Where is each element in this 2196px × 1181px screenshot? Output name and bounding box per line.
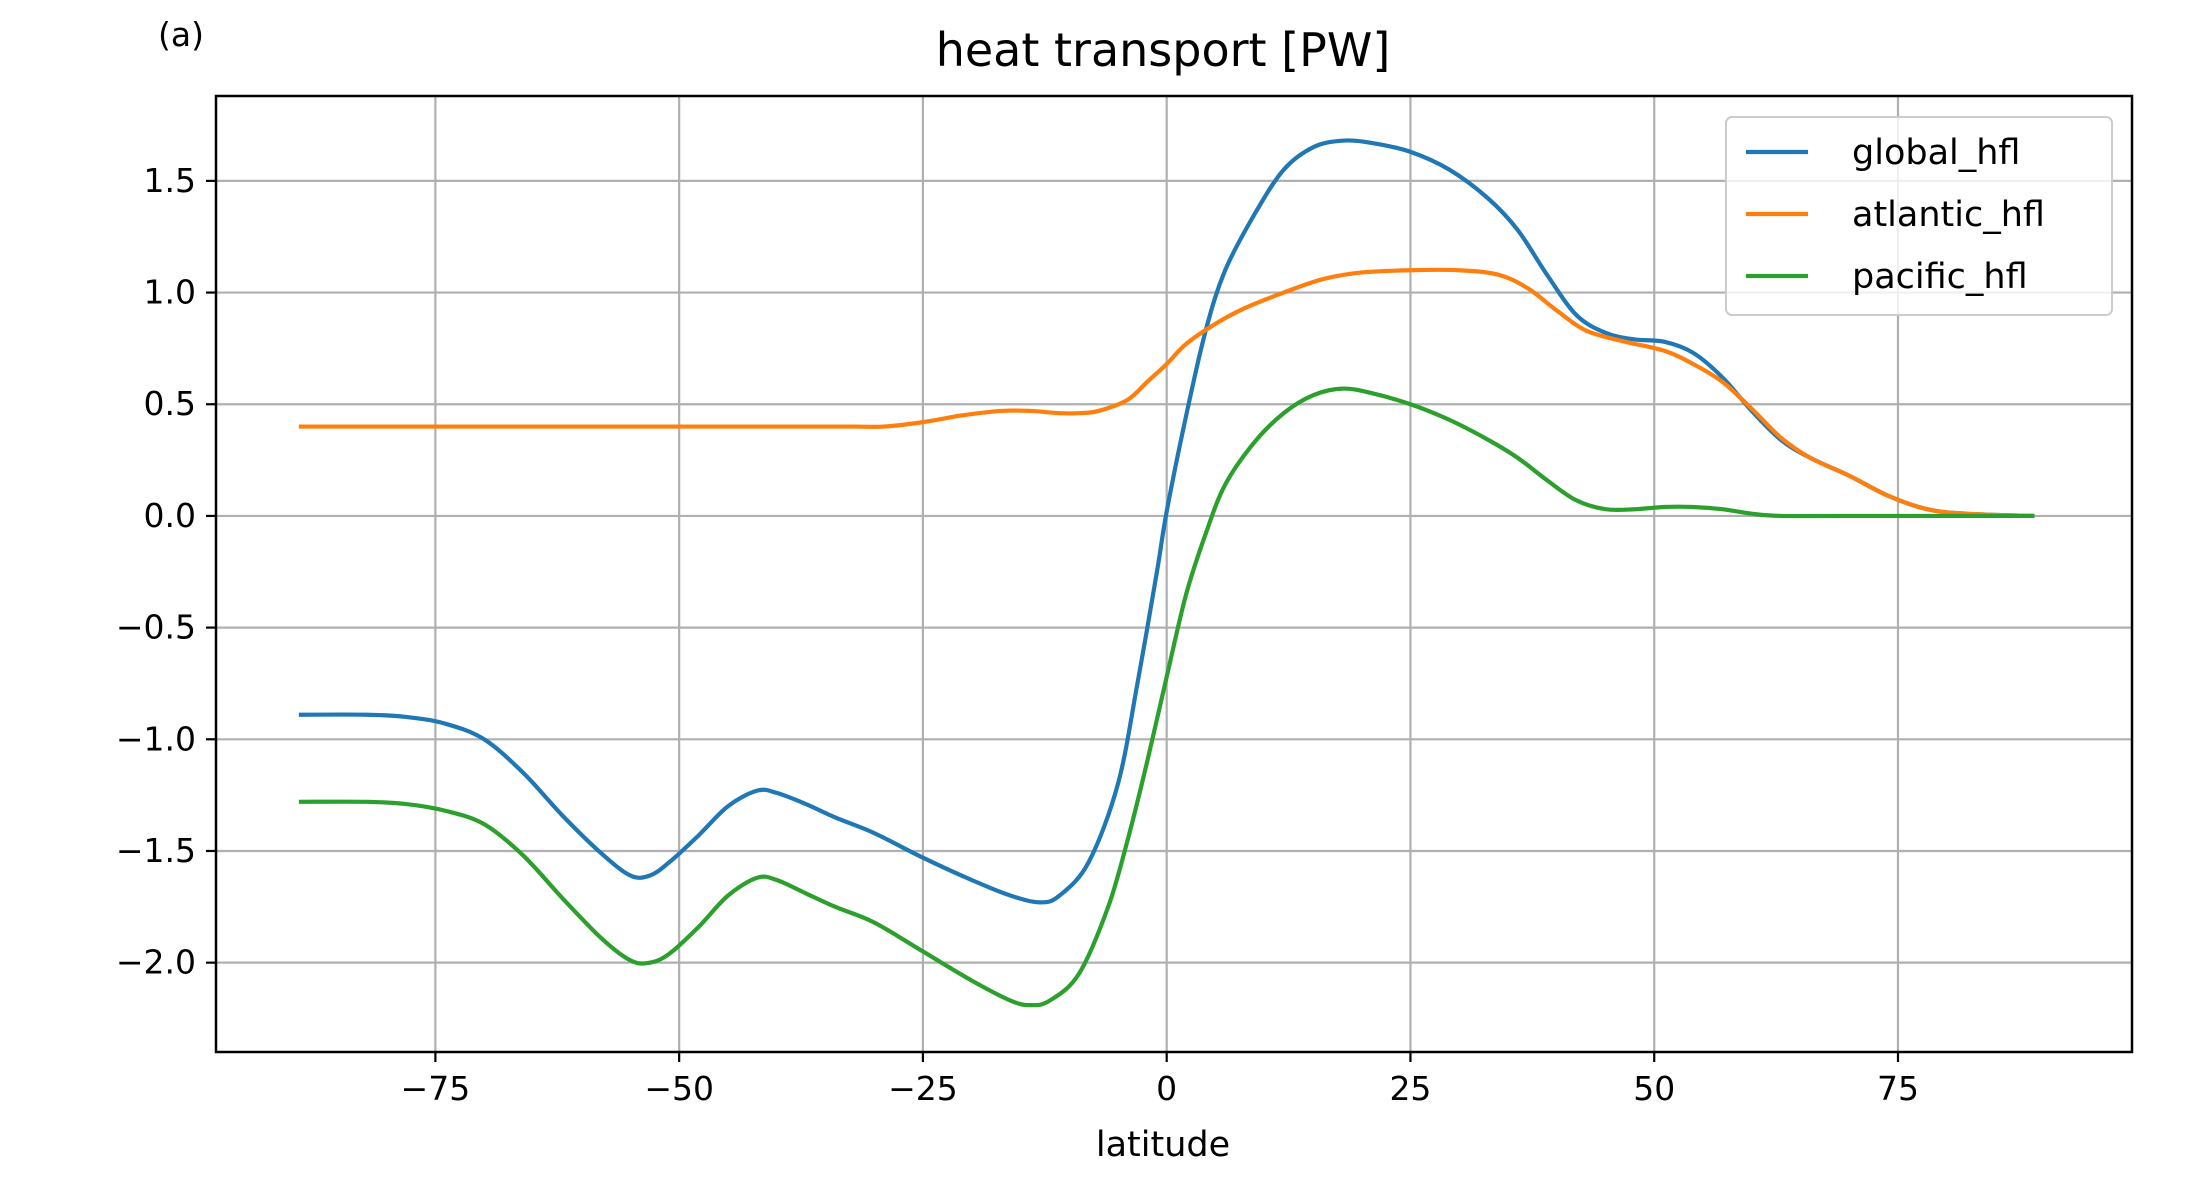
series-line-global-hfl <box>298 138 2035 905</box>
y-tick-label: −1.0 <box>116 719 196 758</box>
x-tick-label: −75 <box>401 1069 471 1108</box>
legend: global_hfl atlantic_hfl pacific_hfl <box>1725 116 2113 316</box>
y-tick-label: −0.5 <box>116 608 196 647</box>
y-tick-label: 1.0 <box>144 273 196 312</box>
legend-label: atlantic_hfl <box>1852 195 2045 235</box>
x-tick-label: 0 <box>1156 1069 1177 1108</box>
legend-label: global_hfl <box>1852 133 2020 173</box>
y-tick-label: 0.5 <box>144 384 196 423</box>
data-series <box>298 138 2035 1008</box>
x-tick-label: 25 <box>1389 1069 1431 1108</box>
legend-box <box>1725 116 2113 316</box>
x-tick-label: −50 <box>644 1069 714 1108</box>
x-tick-label: −25 <box>888 1069 958 1108</box>
y-axis-ticks: −2.0 −1.5 −1.0 −0.5 0.0 0.5 1.0 1.5 <box>116 161 216 982</box>
x-axis-ticks: −75 −50 −25 0 25 50 75 <box>401 1052 1919 1108</box>
y-tick-label: 0.0 <box>144 496 196 535</box>
chart-title: heat transport [PW] <box>936 23 1391 77</box>
y-tick-label: −2.0 <box>116 943 196 982</box>
x-tick-label: 75 <box>1877 1069 1919 1108</box>
series-line-atlantic-hfl <box>298 267 2035 519</box>
panel-label: (a) <box>158 15 204 54</box>
x-axis-title: latitude <box>1096 1125 1230 1165</box>
legend-label: pacific_hfl <box>1852 257 2028 297</box>
x-tick-label: 50 <box>1633 1069 1675 1108</box>
plot-frame <box>214 94 2134 1054</box>
y-tick-label: 1.5 <box>144 161 196 200</box>
y-tick-label: −1.5 <box>116 831 196 870</box>
series-line-pacific-hfl <box>298 386 2035 1008</box>
